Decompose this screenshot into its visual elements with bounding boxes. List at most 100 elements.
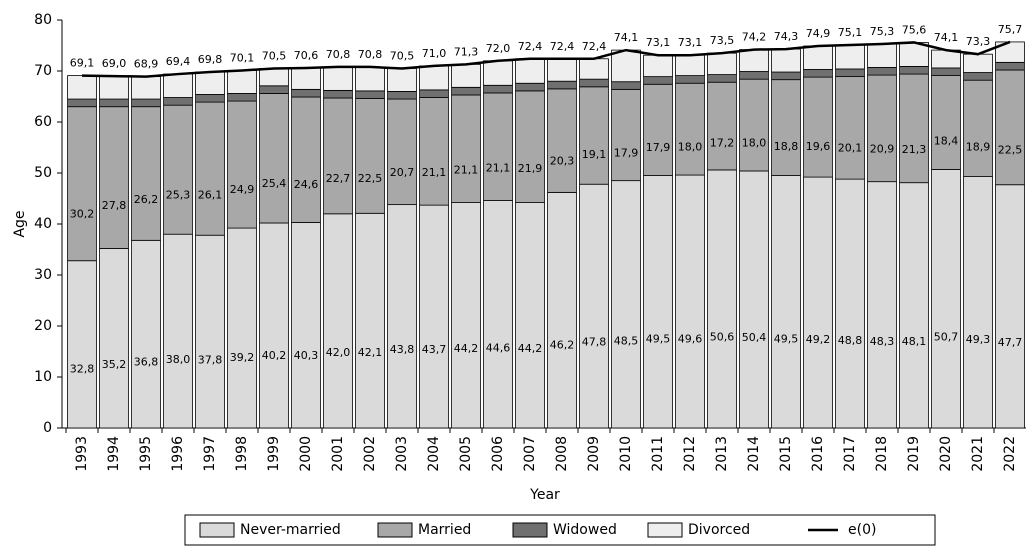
bar-segment [419, 97, 449, 206]
bar-segment [611, 49, 641, 83]
y-tick-label: 40 [34, 216, 52, 232]
bar-segment [579, 86, 609, 185]
bar-segment [643, 175, 673, 429]
data-label: 39,2 [230, 351, 255, 364]
data-label: 20,1 [838, 141, 863, 154]
bar-segment [483, 200, 513, 429]
bar-segment [387, 68, 417, 92]
bar-segment [803, 76, 833, 178]
bar-segment [867, 74, 897, 183]
data-label: 69,8 [198, 53, 223, 66]
bar-segment [643, 54, 673, 78]
data-label: 72,0 [486, 42, 511, 55]
y-tick-label: 60 [34, 114, 52, 130]
bar-segment [547, 58, 577, 82]
data-label: 24,9 [230, 183, 255, 196]
x-tick-label: 2009 [586, 436, 602, 472]
bar-segment [67, 106, 97, 262]
line [81, 40, 1011, 78]
x-tick-label: 2016 [810, 436, 826, 472]
bar-segment [483, 92, 513, 201]
bar-segment [835, 178, 865, 429]
bar-segment [323, 213, 353, 429]
data-label: 18,0 [678, 141, 703, 154]
bar-segment [931, 169, 961, 429]
bar-segment [611, 81, 641, 90]
data-label: 20,3 [550, 154, 575, 167]
data-label: 30,2 [70, 208, 95, 221]
data-label: 48,5 [614, 334, 639, 347]
bar-segment [707, 52, 737, 75]
data-label: 50,6 [710, 331, 735, 344]
bar-segment [931, 75, 961, 170]
y-tick-label: 70 [34, 63, 52, 79]
bar-segment [931, 49, 961, 69]
bar-segment [675, 54, 705, 76]
data-label: 48,3 [870, 335, 895, 348]
bar-segment [131, 106, 161, 241]
x-tick-label: 1994 [106, 436, 122, 472]
x-tick-label: 1995 [138, 436, 154, 472]
data-label: 40,3 [294, 349, 319, 362]
data-label: 73,3 [966, 35, 991, 48]
x-tick-label: 2005 [458, 436, 474, 472]
bar-segment [99, 75, 129, 100]
data-label: 47,8 [582, 336, 607, 349]
bar-segment [419, 89, 449, 98]
bar-segment [163, 73, 193, 98]
bar-segment [771, 175, 801, 429]
bar-segment [739, 170, 769, 429]
data-label: 70,5 [262, 49, 287, 62]
data-label: 19,1 [582, 148, 607, 161]
bar-segment [451, 63, 481, 88]
data-label: 22,5 [358, 172, 383, 185]
bar-segment [835, 44, 865, 70]
data-label: 46,2 [550, 339, 575, 352]
bar-segment [579, 58, 609, 80]
data-label: 74,3 [774, 30, 799, 43]
x-tick-label: 2022 [1002, 436, 1018, 472]
data-label: 24,6 [294, 178, 319, 191]
bar-segment [163, 233, 193, 429]
data-label: 69,0 [102, 57, 127, 70]
data-label: 21,9 [518, 162, 543, 175]
bar-segment [515, 58, 545, 84]
data-label: 75,7 [998, 23, 1023, 36]
data-label: 49,3 [966, 333, 991, 346]
bar-segment [611, 88, 641, 182]
bar-segment [67, 260, 97, 429]
bar-segment [515, 82, 545, 92]
data-label: 18,0 [742, 136, 767, 149]
bar-segment [99, 248, 129, 429]
x-tick-label: 1997 [202, 436, 218, 472]
x-tick-label: 1993 [74, 436, 90, 472]
bar-segment [227, 70, 257, 94]
data-label: 42,1 [358, 346, 383, 359]
bar-segment [355, 90, 385, 99]
x-tick-label: 2020 [938, 436, 954, 472]
bar-segment [99, 98, 129, 108]
bar-segment [707, 74, 737, 83]
data-label: 21,1 [422, 166, 447, 179]
bar-segment [163, 104, 193, 235]
bar-segment [643, 76, 673, 85]
data-label: 18,8 [774, 140, 799, 153]
bar-segment [995, 61, 1025, 71]
legend-swatch [377, 522, 413, 538]
bar-segment [451, 86, 481, 96]
data-label: 17,9 [614, 146, 639, 159]
x-axis-label: Year [529, 487, 560, 503]
data-label: 69,1 [70, 57, 95, 70]
bar-segment [803, 45, 833, 70]
data-label: 44,6 [486, 341, 511, 354]
data-label: 68,9 [134, 58, 159, 71]
data-label: 21,1 [454, 163, 479, 176]
data-label: 21,3 [902, 143, 927, 156]
bar-segment [771, 79, 801, 176]
data-label: 35,2 [102, 358, 127, 371]
data-label: 22,5 [998, 143, 1023, 156]
data-label: 43,8 [390, 343, 415, 356]
y-tick-label: 30 [34, 267, 52, 283]
bar-segment [131, 239, 161, 429]
